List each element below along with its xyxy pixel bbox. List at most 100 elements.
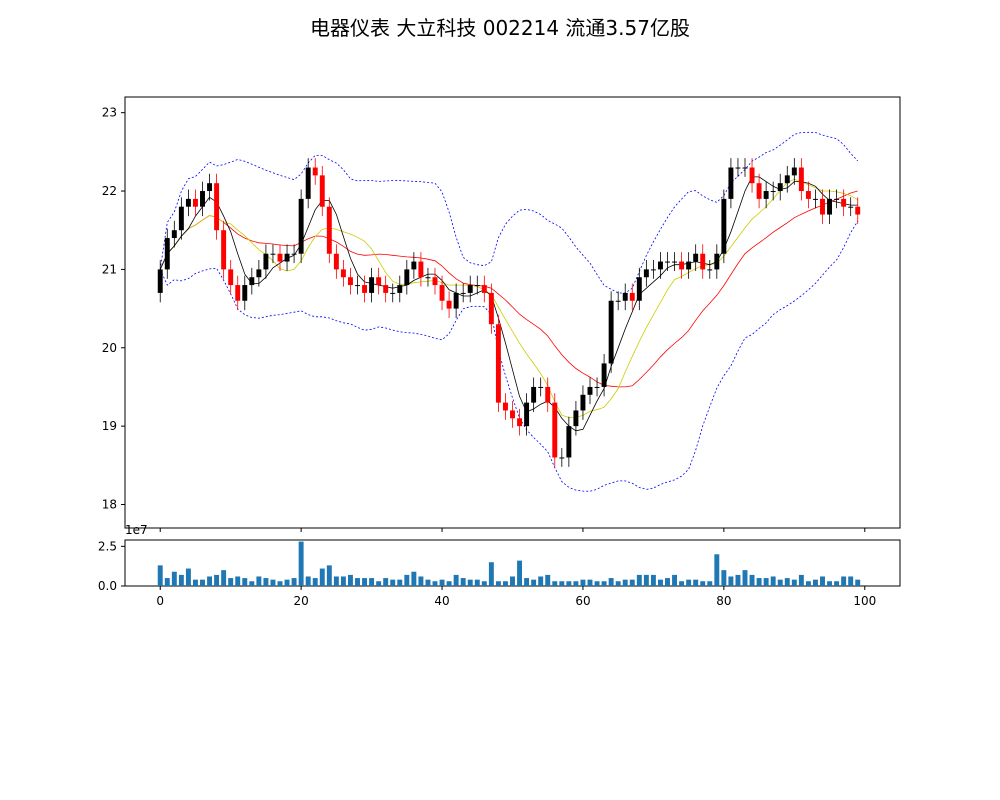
candle-body <box>580 394 586 411</box>
candle-body <box>376 277 382 286</box>
volume-bar <box>488 562 494 586</box>
volume-bar <box>812 579 818 586</box>
candle-body <box>700 253 706 270</box>
candle-body <box>531 386 537 403</box>
candle-body <box>312 167 318 176</box>
volume-bar <box>235 576 241 586</box>
candle-body <box>214 183 220 231</box>
candle-body <box>791 167 797 176</box>
volume-bar <box>608 578 614 586</box>
volume-bar <box>686 579 692 586</box>
volume-bar <box>397 579 403 586</box>
volume-bar <box>383 578 389 586</box>
volume-y-tick-label: 0.0 <box>98 579 117 593</box>
candle-body <box>841 198 847 207</box>
volume-bar <box>312 578 318 586</box>
candle-body <box>686 261 692 270</box>
candle-body <box>256 269 262 278</box>
candle-body <box>657 261 663 270</box>
candle-body <box>157 269 163 293</box>
boll-upper-line <box>159 131 858 294</box>
price-y-tick-label: 20 <box>102 341 117 355</box>
volume-bar <box>256 576 262 586</box>
candle-body <box>636 277 642 301</box>
candle-body <box>834 198 840 200</box>
candle-body <box>263 253 269 270</box>
candle-body <box>650 269 656 271</box>
candle-body <box>629 292 635 301</box>
volume-bar <box>418 576 424 586</box>
volume-bar <box>214 574 220 586</box>
ma5-line <box>159 176 858 432</box>
candle-body <box>291 253 297 255</box>
volume-bar <box>460 578 466 586</box>
volume-bar <box>390 579 396 586</box>
candle-body <box>735 167 741 169</box>
volume-bar <box>425 579 431 586</box>
candle-body <box>481 285 487 293</box>
candle-body <box>488 292 494 325</box>
candle-body <box>242 285 248 301</box>
candle-body <box>805 191 811 199</box>
volume-bar <box>855 579 861 586</box>
volume-bar <box>263 578 269 586</box>
ma10-line <box>159 178 858 418</box>
candle-body <box>721 198 727 254</box>
volume-bar <box>185 568 191 586</box>
volume-bar <box>446 581 452 586</box>
candle-body <box>643 269 649 278</box>
volume-bar <box>848 576 854 586</box>
volume-bar <box>784 578 790 586</box>
volume-bar <box>679 581 685 586</box>
candle-body <box>221 230 227 270</box>
candle-body <box>446 300 452 309</box>
volume-bar <box>510 576 515 586</box>
candle-body <box>770 191 776 193</box>
volume-bar <box>594 581 600 586</box>
volume-bar <box>481 581 487 586</box>
candle-body <box>383 285 389 293</box>
candle-body <box>467 285 473 293</box>
candle-body <box>192 198 198 207</box>
volume-bar <box>298 541 304 586</box>
volume-bar <box>538 576 544 586</box>
volume-bar <box>798 574 804 586</box>
candle-body <box>510 410 515 419</box>
candle-body <box>615 300 621 302</box>
volume-bar <box>714 554 720 586</box>
volume-bar <box>834 581 840 586</box>
candle-body <box>524 402 530 427</box>
ma20-line <box>159 190 858 388</box>
volume-bar <box>820 576 825 586</box>
candle-body <box>390 292 396 294</box>
volume-bar <box>178 574 184 586</box>
volume-bar <box>305 576 311 586</box>
candle-body <box>798 167 804 192</box>
candle-body <box>714 253 720 270</box>
candle-body <box>284 253 290 262</box>
candle-body <box>848 206 854 208</box>
volume-bar <box>629 579 635 586</box>
candle-body <box>277 253 283 262</box>
candle-body <box>784 175 790 184</box>
candle-body <box>573 410 579 427</box>
volume-bar <box>319 568 325 586</box>
candle-body <box>545 386 551 403</box>
volume-x-tick-label: 80 <box>716 594 731 608</box>
volume-x-tick-label: 40 <box>434 594 449 608</box>
volume-bar <box>721 570 727 586</box>
candle-body <box>305 167 311 199</box>
volume-y-tick-label: 2.5 <box>98 539 117 553</box>
volume-bar <box>277 581 283 586</box>
price-axes-frame <box>124 96 901 529</box>
candle-body <box>432 277 438 286</box>
chart-title: 电器仪表 大立科技 002214 流通3.57亿股 <box>310 16 690 40</box>
volume-bar <box>827 581 833 586</box>
volume-bar <box>700 581 706 586</box>
volume-bar <box>362 578 368 586</box>
volume-bar <box>467 579 473 586</box>
candle-body <box>333 253 339 270</box>
volume-bar <box>242 578 248 586</box>
volume-bar <box>636 574 642 586</box>
volume-bar <box>376 581 382 586</box>
